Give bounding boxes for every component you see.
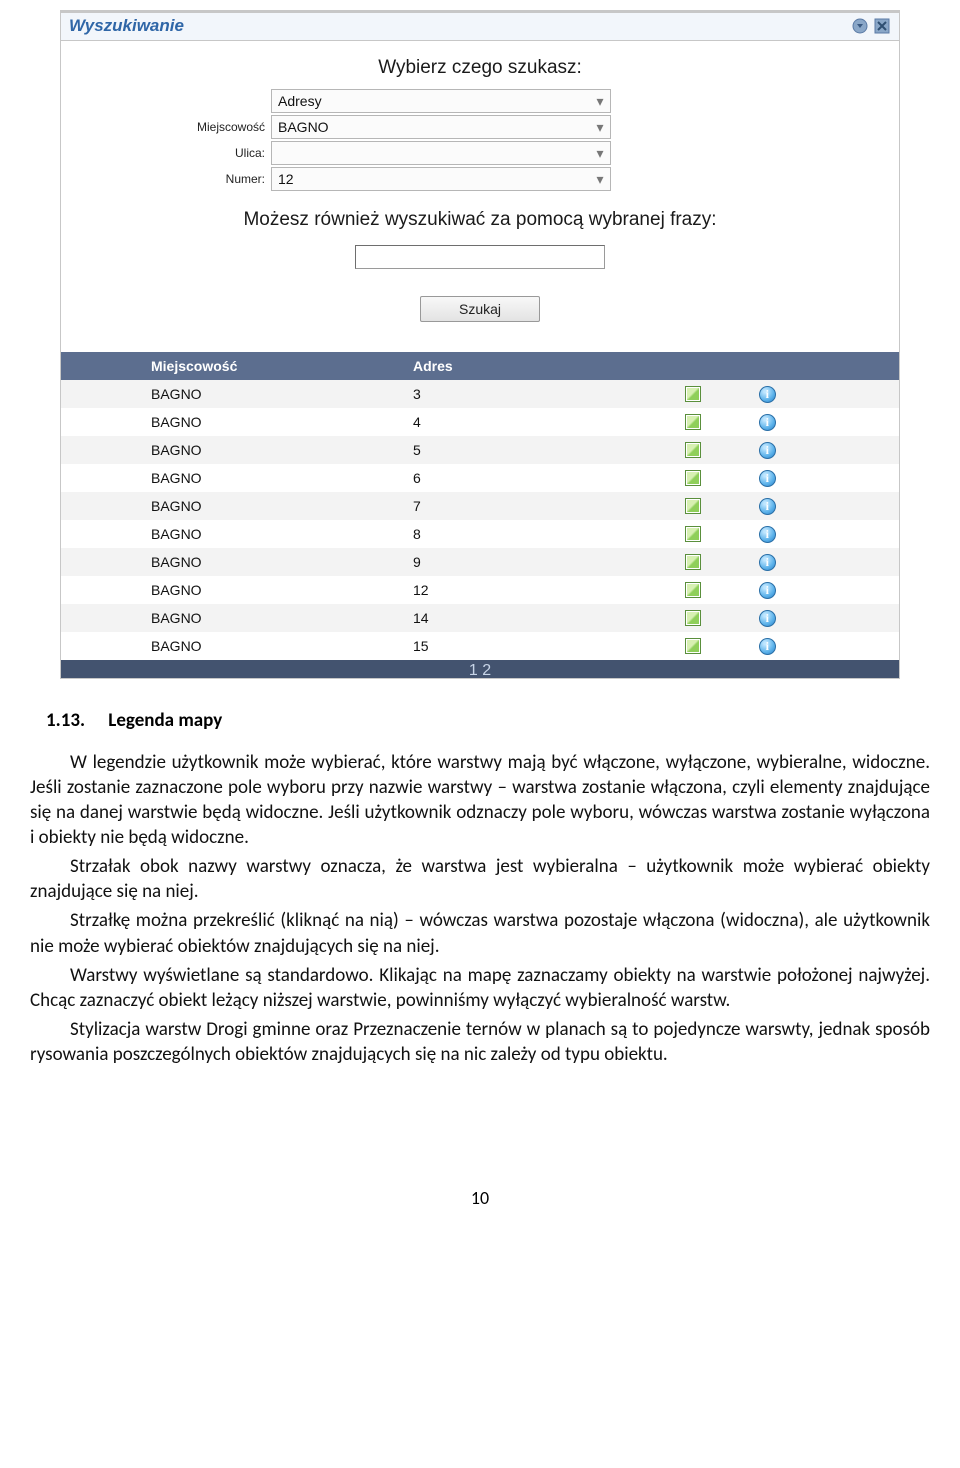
paragraph: Strzałak obok nazwy warstwy oznacza, że …: [30, 854, 930, 904]
show-on-map-icon[interactable]: [684, 637, 702, 655]
paragraph: Warstwy wyświetlane są standardowo. Klik…: [30, 963, 930, 1013]
miejscowosc-label: Miejscowość: [91, 120, 271, 134]
info-icon[interactable]: i: [758, 497, 776, 515]
info-icon[interactable]: i: [758, 385, 776, 403]
miejscowosc-value: BAGNO: [272, 119, 590, 135]
chevron-down-icon: ▾: [590, 168, 610, 190]
show-on-map-icon[interactable]: [684, 497, 702, 515]
cell-adres: 9: [413, 554, 664, 570]
results-header: Miejscowość Adres: [61, 352, 899, 380]
search-button[interactable]: Szukaj: [420, 296, 540, 322]
info-icon[interactable]: i: [758, 441, 776, 459]
miejscowosc-select[interactable]: BAGNO ▾: [271, 115, 611, 139]
form-heading-2: Możesz również wyszukiwać za pomocą wybr…: [91, 209, 869, 231]
table-row[interactable]: BAGNO6 i: [61, 464, 899, 492]
chevron-down-icon: ▾: [590, 116, 610, 138]
cell-adres: 4: [413, 414, 664, 430]
pager[interactable]: 1 2: [61, 660, 899, 678]
show-on-map-icon[interactable]: [684, 441, 702, 459]
close-icon[interactable]: [873, 17, 891, 35]
col-adres: Adres: [413, 358, 664, 374]
panel-title: Wyszukiwanie: [69, 16, 184, 36]
table-row[interactable]: BAGNO4 i: [61, 408, 899, 436]
table-row[interactable]: BAGNO14 i: [61, 604, 899, 632]
cell-miejscowosc: BAGNO: [61, 470, 413, 486]
panel-title-bar: Wyszukiwanie: [61, 13, 899, 41]
cell-adres: 7: [413, 498, 664, 514]
cell-adres: 14: [413, 610, 664, 626]
show-on-map-icon[interactable]: [684, 385, 702, 403]
info-icon[interactable]: i: [758, 525, 776, 543]
table-row[interactable]: BAGNO8 i: [61, 520, 899, 548]
table-row[interactable]: BAGNO12 i: [61, 576, 899, 604]
ulica-select[interactable]: ▾: [271, 141, 611, 165]
show-on-map-icon[interactable]: [684, 553, 702, 571]
chevron-down-icon: ▾: [590, 142, 610, 164]
cell-miejscowosc: BAGNO: [61, 638, 413, 654]
cell-miejscowosc: BAGNO: [61, 610, 413, 626]
cell-miejscowosc: BAGNO: [61, 442, 413, 458]
page-number: 10: [30, 1187, 930, 1209]
search-panel: Wyszukiwanie Wybierz czego szukasz: Adre…: [60, 12, 900, 679]
phrase-input[interactable]: [355, 245, 605, 269]
cell-adres: 8: [413, 526, 664, 542]
form-heading-1: Wybierz czego szukasz:: [91, 57, 869, 79]
cell-miejscowosc: BAGNO: [61, 414, 413, 430]
numer-label: Numer:: [91, 172, 271, 186]
cell-adres: 3: [413, 386, 664, 402]
category-select[interactable]: Adresy ▾: [271, 89, 611, 113]
results-table: Miejscowość Adres BAGNO3iBAGNO4iBAGNO5iB…: [61, 352, 899, 678]
info-icon[interactable]: i: [758, 469, 776, 487]
document-body: W legendzie użytkownik może wybierać, kt…: [30, 750, 930, 1067]
table-row[interactable]: BAGNO3 i: [61, 380, 899, 408]
cell-miejscowosc: BAGNO: [61, 554, 413, 570]
cell-miejscowosc: BAGNO: [61, 526, 413, 542]
show-on-map-icon[interactable]: [684, 469, 702, 487]
paragraph: W legendzie użytkownik może wybierać, kt…: [30, 750, 930, 850]
cell-miejscowosc: BAGNO: [61, 582, 413, 598]
info-icon[interactable]: i: [758, 609, 776, 627]
paragraph: Stylizacja warstw Drogi gminne oraz Prze…: [30, 1017, 930, 1067]
col-miejscowosc: Miejscowość: [61, 358, 413, 374]
ulica-label: Ulica:: [91, 146, 271, 160]
numer-value: 12: [272, 171, 590, 187]
cell-miejscowosc: BAGNO: [61, 386, 413, 402]
cell-adres: 12: [413, 582, 664, 598]
collapse-icon[interactable]: [851, 17, 869, 35]
table-row[interactable]: BAGNO5 i: [61, 436, 899, 464]
show-on-map-icon[interactable]: [684, 525, 702, 543]
numer-select[interactable]: 12 ▾: [271, 167, 611, 191]
search-panel-screenshot: Wyszukiwanie Wybierz czego szukasz: Adre…: [60, 10, 900, 679]
cell-adres: 6: [413, 470, 664, 486]
show-on-map-icon[interactable]: [684, 581, 702, 599]
category-value: Adresy: [272, 93, 590, 109]
cell-miejscowosc: BAGNO: [61, 498, 413, 514]
info-icon[interactable]: i: [758, 413, 776, 431]
info-icon[interactable]: i: [758, 581, 776, 599]
paragraph: Strzałkę można przekreślić (kliknąć na n…: [30, 908, 930, 958]
section-heading: 1.13. Legenda mapy: [46, 709, 930, 732]
cell-adres: 15: [413, 638, 664, 654]
search-form: Wybierz czego szukasz: Adresy ▾ Miejscow…: [61, 41, 899, 334]
info-icon[interactable]: i: [758, 553, 776, 571]
table-row[interactable]: BAGNO15 i: [61, 632, 899, 660]
section-title: Legenda mapy: [108, 709, 222, 732]
section-number: 1.13.: [46, 709, 104, 732]
table-row[interactable]: BAGNO9 i: [61, 548, 899, 576]
cell-adres: 5: [413, 442, 664, 458]
info-icon[interactable]: i: [758, 637, 776, 655]
show-on-map-icon[interactable]: [684, 413, 702, 431]
chevron-down-icon: ▾: [590, 90, 610, 112]
table-row[interactable]: BAGNO7 i: [61, 492, 899, 520]
show-on-map-icon[interactable]: [684, 609, 702, 627]
